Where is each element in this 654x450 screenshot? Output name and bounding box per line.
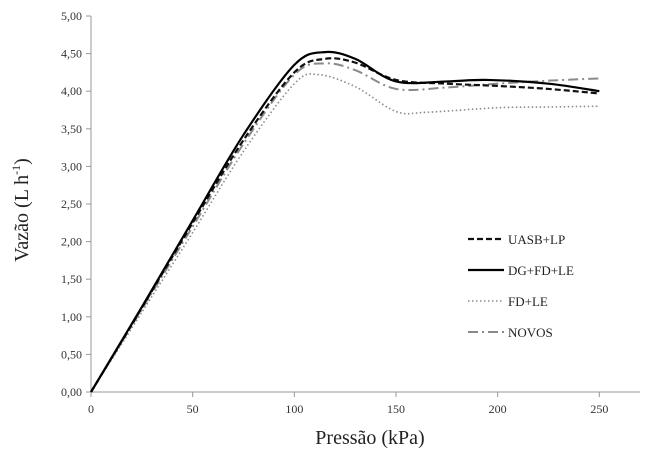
y-tick-label: 3,50 [61,122,82,136]
y-axis-ticks: 0,00 0,50 1,00 1,50 2,00 2,50 3,00 3,50 4,00 4,50… [61,9,91,399]
legend-label: FD+LE [508,294,548,309]
series-lines [90,50,600,393]
y-tick-label: 1,00 [61,310,82,324]
series-line-3 [90,62,600,393]
y-tick-label: 0,00 [61,385,82,399]
y-axis-title-superscript: -1 [9,165,23,175]
legend-label: UASB+LP [508,232,565,247]
x-tick-label: 50 [187,402,199,416]
y-tick-label: 4,00 [61,84,82,98]
legend-label: DG+FD+LE [508,263,574,278]
x-tick-label: 0 [88,402,94,416]
y-axis-title: Vazão (L h-1) [9,158,33,262]
x-tick-label: 200 [489,402,507,416]
x-tick-label: 150 [387,402,405,416]
legend-label: NOVOS [508,325,553,340]
y-tick-label: 0,50 [61,347,82,361]
y-tick-label: 2,00 [61,235,82,249]
y-tick-label: 5,00 [61,9,82,23]
y-tick-label: 1,50 [61,272,82,286]
y-axis-title-main: Vazão (L h [11,175,33,262]
legend: UASB+LP DG+FD+LE FD+LE NOVOS [468,232,574,340]
y-axis-title-close: ) [11,158,33,165]
x-tick-label: 250 [590,402,608,416]
series-line-1 [90,50,600,393]
y-tick-label: 2,50 [61,197,82,211]
x-tick-label: 100 [285,402,303,416]
y-tick-label: 4,50 [61,47,82,61]
y-tick-label: 3,00 [61,159,82,173]
series-line-0 [90,57,600,393]
x-axis-title: Pressão (kPa) [315,427,424,449]
x-axis-ticks: 0 50 100 150 200 250 [88,392,608,416]
